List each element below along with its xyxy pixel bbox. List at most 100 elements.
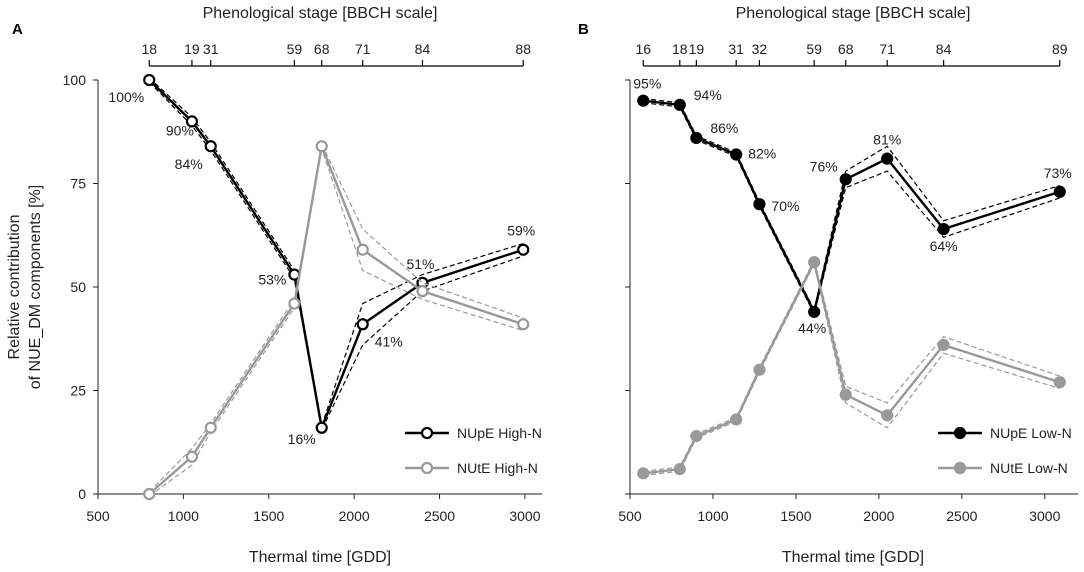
legend-label: NUpE Low-N	[990, 425, 1072, 441]
top-tick-label: 68	[314, 41, 330, 57]
top-tick-label: 59	[806, 41, 822, 57]
data-point	[730, 413, 743, 426]
data-label: 44%	[798, 320, 826, 336]
data-label: 94%	[694, 87, 722, 103]
legend-label: NUpE High-N	[457, 425, 542, 441]
data-label: 86%	[710, 120, 738, 136]
data-label: 76%	[810, 158, 838, 174]
x-tick-label: 500	[86, 508, 110, 524]
top-tick-label: 31	[203, 41, 219, 57]
data-point	[185, 450, 199, 463]
data-point	[673, 463, 686, 476]
data-point	[937, 222, 950, 236]
series-ci-upper	[148, 77, 524, 426]
y-tick-label: 25	[70, 383, 86, 399]
data-label: 90%	[166, 122, 194, 138]
data-point	[808, 256, 821, 269]
data-point	[143, 487, 156, 501]
data-label: 95%	[633, 76, 661, 92]
x-tick-label: 2500	[424, 508, 455, 524]
top-tick-label: 71	[355, 41, 371, 57]
legend-label: NUtE Low-N	[990, 460, 1068, 476]
series-ci-lower	[148, 148, 524, 497]
data-label: 70%	[771, 198, 799, 214]
x-axis-label: Thermal time [GDD]	[782, 549, 924, 566]
x-tick-label: 1500	[780, 508, 811, 524]
top-tick-label: 84	[415, 41, 431, 57]
series-line	[643, 99, 1061, 316]
data-point	[937, 338, 950, 352]
x-axis-label: Thermal time [GDD]	[249, 549, 391, 566]
y-tick-label: 0	[78, 486, 86, 502]
data-point	[881, 409, 894, 422]
top-tick-label: 59	[287, 41, 303, 57]
data-label: 51%	[406, 256, 434, 272]
data-point	[143, 73, 156, 87]
data-point	[356, 243, 369, 256]
x-tick-label: 1000	[697, 508, 728, 524]
x-tick-label: 3000	[509, 508, 540, 524]
data-label: 82%	[748, 146, 776, 162]
top-tick-label: 16	[635, 41, 651, 57]
top-tick-label: 89	[1052, 41, 1068, 57]
legend-marker	[420, 461, 434, 475]
data-label: 16%	[288, 431, 316, 447]
data-point	[753, 363, 766, 376]
top-tick-label: 32	[752, 41, 768, 57]
panel-label: B	[578, 21, 589, 38]
top-tick-label: 88	[515, 41, 531, 57]
x-tick-label: 2000	[863, 508, 894, 524]
legend-marker	[953, 461, 967, 475]
top-tick-label: 68	[838, 41, 854, 57]
series-ci-lower	[148, 81, 524, 432]
y-tick-label: 100	[63, 72, 87, 88]
panel-label: A	[12, 21, 23, 38]
legend-label: NUtE High-N	[457, 460, 538, 476]
data-label: 84%	[175, 156, 203, 172]
y-axis-label-line-2: of NUE_DM components [%]	[27, 185, 44, 390]
data-point	[517, 318, 530, 331]
data-point	[1053, 376, 1066, 389]
data-label: 73%	[1044, 165, 1072, 181]
data-point	[690, 131, 703, 145]
top-axis-title: Phenological stage [BBCH scale]	[736, 5, 971, 22]
data-point	[204, 421, 217, 434]
x-tick-label: 2500	[946, 508, 977, 524]
top-tick-label: 71	[879, 41, 895, 57]
panel-b: B Phenological stage [BBCH scale] 16 18 19 31…	[578, 5, 1078, 566]
data-label: 59%	[507, 223, 535, 239]
y-tick-label: 50	[70, 279, 86, 295]
data-point	[356, 318, 369, 331]
data-point	[204, 140, 217, 153]
data-point	[881, 152, 894, 165]
data-point	[517, 243, 530, 256]
x-tick-label: 1500	[253, 508, 284, 524]
data-label: 64%	[930, 238, 958, 254]
top-tick-label: 19	[184, 41, 200, 57]
series-ci-upper	[643, 98, 1060, 312]
y-tick-label: 75	[70, 176, 86, 192]
x-tick-label: 500	[618, 508, 642, 524]
data-point	[315, 421, 328, 434]
data-point	[1053, 185, 1066, 198]
y-axis-label-line-1: Relative contribution	[6, 215, 23, 360]
data-point	[690, 429, 703, 443]
data-point	[288, 297, 301, 310]
series-line	[643, 258, 1061, 475]
data-point	[416, 285, 429, 298]
data-point	[185, 115, 199, 128]
top-axis-title: Phenological stage [BBCH scale]	[203, 5, 438, 22]
data-label: 53%	[258, 272, 286, 288]
x-tick-label: 1000	[168, 508, 199, 524]
data-point	[730, 148, 743, 161]
series-ci-lower	[643, 262, 1060, 476]
x-tick-label: 2000	[339, 508, 370, 524]
data-point	[753, 198, 766, 211]
data-point	[839, 388, 852, 401]
x-tick-label: 3000	[1029, 508, 1060, 524]
top-tick-label: 84	[936, 41, 952, 57]
data-label: 100%	[108, 89, 144, 105]
top-tick-label: 19	[689, 41, 705, 57]
data-point	[315, 140, 328, 153]
